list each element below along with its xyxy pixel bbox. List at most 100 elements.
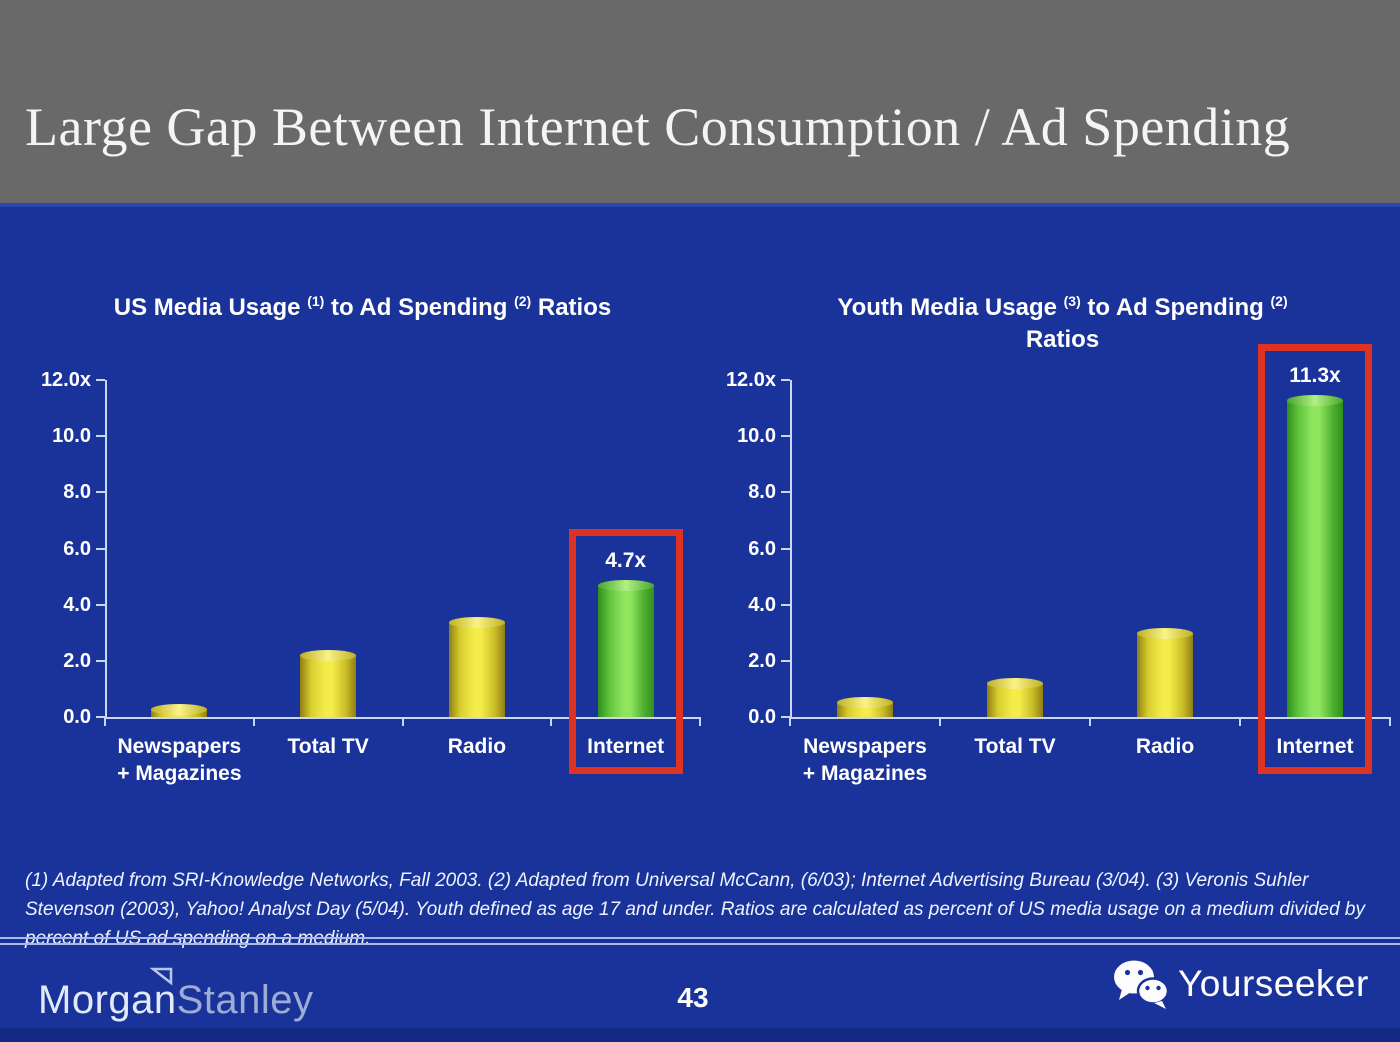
y-tick-label: 10.0 xyxy=(52,425,91,448)
bar-newspapers-magazines xyxy=(837,696,893,717)
y-tick-label: 2.0 xyxy=(748,649,776,672)
y-tick-mark xyxy=(96,379,105,381)
category-label-internet: Internet xyxy=(1230,733,1400,760)
y-tick-mark xyxy=(781,603,790,606)
bar-value-label: 4.7x xyxy=(605,549,647,572)
y-tick-mark xyxy=(781,435,790,438)
bottom-strip xyxy=(0,1028,1400,1042)
chart-title-text: US Media Usage xyxy=(113,294,308,321)
x-tick-mark xyxy=(1389,717,1391,726)
x-tick-mark xyxy=(1239,717,1241,726)
x-tick-mark xyxy=(252,717,255,726)
x-tick-mark xyxy=(550,717,553,726)
x-tick-mark xyxy=(939,717,941,726)
morgan-stanley-logo: MorganStanley xyxy=(38,978,314,1023)
footer-separator-line xyxy=(0,943,1400,945)
chart-title-text: Ratios xyxy=(531,294,612,321)
bar-internet xyxy=(597,580,654,717)
y-tick-mark xyxy=(781,379,790,381)
bar-radio xyxy=(1137,627,1193,717)
y-tick-label: 4.0 xyxy=(748,593,776,616)
category-label-line: Newspapers xyxy=(117,735,242,758)
wechat-icon xyxy=(1114,960,1170,1009)
chart-title-text: to Ad Spending xyxy=(1080,294,1271,321)
highlight-red-rectangle xyxy=(568,529,683,774)
bar-total-tv xyxy=(300,650,357,717)
y-tick-mark xyxy=(781,547,790,550)
slide-header-band xyxy=(0,0,1400,203)
y-tick-mark xyxy=(96,491,105,494)
category-label-line: Total TV xyxy=(287,735,369,758)
y-tick-label: 10.0 xyxy=(737,425,776,448)
y-tick-mark xyxy=(96,659,105,662)
header-divider xyxy=(0,203,1400,207)
y-tick-mark xyxy=(96,603,105,606)
x-tick-mark xyxy=(1089,717,1091,726)
y-tick-label: 12.0x xyxy=(40,369,91,391)
category-label-line: Radio xyxy=(1135,735,1195,758)
partner-brand-label: Yourseeker xyxy=(1178,963,1369,1004)
category-label-line: Total TV xyxy=(974,735,1056,758)
y-tick-label: 12.0x xyxy=(725,369,776,391)
morgan-stanley-triangle-icon xyxy=(150,967,173,986)
y-axis-line xyxy=(105,380,107,717)
category-label-newspapers-magazines: Newspapers + Magazines xyxy=(94,733,264,787)
chart-title-superscript: (2) xyxy=(514,293,532,309)
y-tick-label: 0.0 xyxy=(748,706,776,728)
chart-title-text: to Ad Spending xyxy=(324,294,515,321)
y-tick-mark xyxy=(96,547,105,550)
chart-title-text: Youth Media Usage xyxy=(837,294,1064,321)
chart-title: US Media Usage (1) to Ad Spending (2) Ra… xyxy=(25,285,700,324)
category-label-radio: Radio xyxy=(1080,733,1250,760)
chart-us-media-usage: US Media Usage (1) to Ad Spending (2) Ra… xyxy=(25,285,701,790)
y-tick-label: 2.0 xyxy=(63,649,91,672)
bar-newspapers-magazines xyxy=(151,703,208,717)
x-tick-mark xyxy=(789,717,791,726)
chart-title-text: Ratios xyxy=(1025,326,1100,353)
category-label-radio: Radio xyxy=(392,733,562,760)
y-tick-mark xyxy=(96,716,105,718)
y-axis-line xyxy=(790,380,792,717)
y-tick-label: 6.0 xyxy=(63,537,91,560)
x-tick-mark xyxy=(104,717,106,726)
y-tick-label: 6.0 xyxy=(748,537,776,560)
y-tick-label: 8.0 xyxy=(748,481,776,504)
category-label-line: Radio xyxy=(447,735,507,758)
highlight-red-rectangle xyxy=(1258,343,1372,774)
category-label-line: + Magazines xyxy=(117,762,242,785)
y-tick-label: 0.0 xyxy=(63,706,91,728)
y-tick-mark xyxy=(781,659,790,662)
footer-separator-line xyxy=(0,937,1400,939)
y-tick-mark xyxy=(781,491,790,494)
chart-title-superscript: (3) xyxy=(1063,293,1081,309)
brand-word-morgan: Morgan xyxy=(38,978,177,1022)
category-label-total-tv: Total TV xyxy=(930,733,1100,760)
x-tick-mark xyxy=(401,717,404,726)
chart-youth-media-usage: Youth Media Usage (3) to Ad Spending (2)… xyxy=(725,285,1400,790)
brand-word-stanley: Stanley xyxy=(176,978,314,1022)
category-label-line: Internet xyxy=(587,735,665,758)
chart-title-superscript: (1) xyxy=(307,293,325,309)
slide-title: Large Gap Between Internet Consumption /… xyxy=(25,97,1291,157)
bar-radio xyxy=(448,616,505,717)
category-label-line: + Magazines xyxy=(802,762,928,785)
y-tick-label: 4.0 xyxy=(63,593,91,616)
category-label-line: Newspapers xyxy=(803,735,927,758)
bar-internet xyxy=(1287,394,1343,717)
page-number: 43 xyxy=(677,982,709,1013)
footnote: (1) Adapted from SRI-Knowledge Networks,… xyxy=(25,870,1365,949)
y-tick-mark xyxy=(781,716,790,718)
x-tick-mark xyxy=(699,717,701,726)
category-label-line: Internet xyxy=(1276,735,1354,758)
chart-title-superscript: (2) xyxy=(1270,293,1288,309)
category-label-newspapers-magazines: Newspapers + Magazines xyxy=(780,733,950,787)
partner-brand: Yourseeker xyxy=(1112,958,1369,1010)
y-tick-label: 8.0 xyxy=(63,481,91,504)
bar-total-tv xyxy=(987,678,1043,717)
bar-value-label: 11.3x xyxy=(1289,363,1341,387)
category-label-total-tv: Total TV xyxy=(243,733,413,760)
y-tick-mark xyxy=(96,435,105,438)
chart-title: Youth Media Usage (3) to Ad Spending (2)… xyxy=(725,285,1400,356)
category-label-internet: Internet xyxy=(541,733,711,760)
